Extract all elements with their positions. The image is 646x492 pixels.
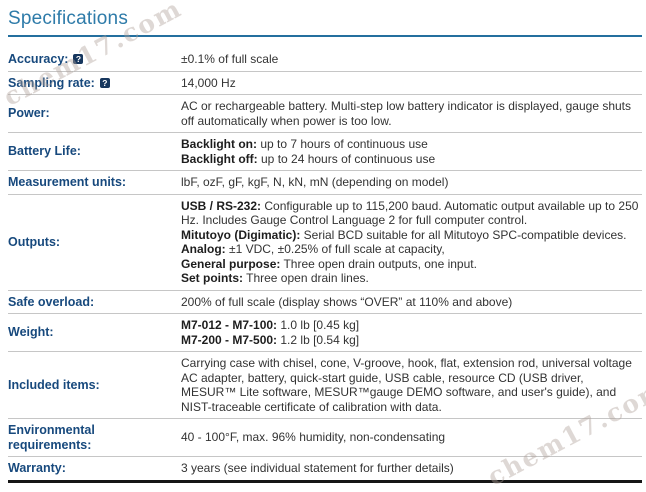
- spec-value: ±0.1% of full scale: [170, 48, 642, 71]
- spec-value: 200% of full scale (display shows “OVER”…: [170, 290, 642, 314]
- spec-label: Measurement units:: [8, 171, 170, 195]
- spec-label-text: Accuracy:: [8, 52, 69, 66]
- spec-value-line: 40 - 100°F, max. 96% humidity, non-conde…: [181, 430, 642, 445]
- spec-value-text: ±0.1% of full scale: [181, 52, 279, 66]
- spec-table-body: Accuracy:? ±0.1% of full scale Sampling ra…: [8, 48, 642, 481]
- heading-rule: [8, 35, 642, 37]
- spec-value-line: Backlight off: up to 24 hours of continu…: [181, 152, 642, 167]
- spec-value-text: ±1 VDC, ±0.25% of full scale at capacity…: [225, 242, 445, 256]
- spec-value-text: 3 years (see individual statement for fu…: [181, 461, 454, 475]
- spec-value-bold: USB / RS-232:: [181, 198, 262, 213]
- spec-value-line: Set points: Three open drain lines.: [181, 271, 642, 286]
- spec-value: Carrying case with chisel, cone, V-groov…: [170, 352, 642, 419]
- spec-value: USB / RS-232: Configurable up to 115,200…: [170, 194, 642, 290]
- spec-label-text: Outputs:: [8, 234, 61, 249]
- spec-value-line: lbF, ozF, gF, kgF, N, kN, mN (depending …: [181, 175, 642, 190]
- spec-label-text: Environmental requirements:: [8, 423, 95, 452]
- spec-label: Power:: [8, 95, 170, 133]
- spec-value-line: Backlight on: up to 7 hours of continuou…: [181, 137, 642, 152]
- spec-row: Sampling rate:? 14,000 Hz: [8, 71, 642, 95]
- spec-row: Outputs: USB / RS-232: Configurable up to…: [8, 194, 642, 290]
- spec-value-text: Serial BCD suitable for all Mitutoyo SPC…: [300, 227, 627, 242]
- spec-label: Battery Life:: [8, 133, 170, 171]
- spec-value-line: 3 years (see individual statement for fu…: [181, 461, 642, 476]
- spec-label-text: Power:: [8, 106, 50, 121]
- spec-value-line: M7-200 - M7-500: 1.2 lb [0.54 kg]: [181, 333, 642, 348]
- spec-value-text: up to 7 hours of continuous use: [257, 137, 428, 151]
- spec-value-bold: Backlight on:: [181, 137, 258, 151]
- spec-value-bold: M7-200 - M7-500:: [181, 332, 278, 347]
- spec-value: 14,000 Hz: [170, 71, 642, 95]
- help-icon[interactable]: ?: [99, 77, 110, 88]
- spec-label-text: Weight:: [8, 325, 54, 340]
- spec-value: 3 years (see individual statement for fu…: [170, 457, 642, 482]
- spec-value-bold: M7-012 - M7-100:: [181, 318, 278, 332]
- spec-value-text: up to 24 hours of continuous use: [257, 151, 436, 166]
- spec-row: Environmental requirements: 40 - 100°F, m…: [8, 419, 642, 457]
- page-title: Specifications: [8, 8, 129, 29]
- spec-label: Warranty:: [8, 457, 170, 482]
- spec-row: Safe overload: 200% of full scale (displa…: [8, 290, 642, 314]
- spec-value-line: M7-012 - M7-100: 1.0 lb [0.45 kg]: [181, 318, 642, 333]
- spec-value-line: 200% of full scale (display shows “OVER”…: [181, 295, 642, 310]
- spec-value-bold: Backlight off:: [181, 151, 258, 166]
- spec-value-line: ±0.1% of full scale: [181, 52, 642, 67]
- spec-row: Battery Life: Backlight on: up to 7 hours…: [8, 133, 642, 171]
- spec-label: Outputs:: [8, 194, 170, 290]
- spec-value-text: 14,000 Hz: [181, 75, 236, 90]
- spec-value-bold: Set points:: [181, 271, 243, 285]
- spec-value-line: Mitutoyo (Digimatic): Serial BCD suitabl…: [181, 228, 642, 243]
- spec-value: lbF, ozF, gF, kgF, N, kN, mN (depending …: [170, 171, 642, 195]
- spec-label: Accuracy:?: [8, 48, 170, 71]
- spec-value: Backlight on: up to 7 hours of continuou…: [170, 133, 642, 171]
- spec-label: Safe overload:: [8, 290, 170, 314]
- spec-value-bold: Analog:: [181, 242, 226, 256]
- spec-label-text: Safe overload:: [8, 294, 95, 309]
- spec-row: Accuracy:? ±0.1% of full scale: [8, 48, 642, 71]
- spec-label: Weight:: [8, 314, 170, 352]
- spec-value-line: USB / RS-232: Configurable up to 115,200…: [181, 199, 642, 228]
- spec-row: Power: AC or rechargeable battery. Multi-…: [8, 95, 642, 133]
- spec-row: Warranty: 3 years (see individual stateme…: [8, 457, 642, 482]
- spec-value-line: Analog: ±1 VDC, ±0.25% of full scale at …: [181, 242, 642, 257]
- spec-value-line: 14,000 Hz: [181, 76, 642, 91]
- help-icon[interactable]: ?: [73, 54, 84, 64]
- spec-value-line: Carrying case with chisel, cone, V-groov…: [181, 356, 642, 414]
- spec-value-text: Configurable up to 115,200 baud. Automat…: [181, 198, 639, 228]
- spec-value-text: Three open drain lines.: [243, 271, 369, 285]
- spec-row: Measurement units: lbF, ozF, gF, kgF, N, …: [8, 171, 642, 195]
- spec-value-text: Carrying case with chisel, cone, V-groov…: [181, 356, 632, 414]
- spec-value-line: General purpose: Three open drain output…: [181, 257, 642, 272]
- spec-label-text: Battery Life:: [8, 144, 81, 159]
- spec-value-text: Three open drain outputs, one input.: [280, 256, 477, 271]
- spec-label: Environmental requirements:: [8, 419, 170, 457]
- spec-value-text: lbF, ozF, gF, kgF, N, kN, mN (depending …: [181, 175, 449, 189]
- spec-value-text: 1.0 lb [0.45 kg]: [277, 318, 360, 332]
- spec-label-text: Measurement units:: [8, 175, 127, 189]
- spec-value: M7-012 - M7-100: 1.0 lb [0.45 kg] M7-200 …: [170, 314, 642, 352]
- spec-value-text: 200% of full scale (display shows “OVER”…: [181, 294, 513, 309]
- spec-row: Weight: M7-012 - M7-100: 1.0 lb [0.45 kg]…: [8, 314, 642, 352]
- spec-label: Included items:: [8, 352, 170, 419]
- spec-value-text: AC or rechargeable battery. Multi-step l…: [181, 99, 632, 128]
- spec-value-bold: Mitutoyo (Digimatic):: [181, 227, 301, 242]
- spec-row: Included items: Carrying case with chisel…: [8, 352, 642, 419]
- specifications-table: Accuracy:? ±0.1% of full scale Sampling ra…: [8, 48, 642, 483]
- spec-value-line: AC or rechargeable battery. Multi-step l…: [181, 99, 642, 128]
- spec-label-text: Warranty:: [8, 461, 66, 475]
- spec-value-bold: General purpose:: [181, 256, 281, 271]
- spec-label-text: Sampling rate:: [8, 75, 95, 90]
- spec-label-text: Included items:: [8, 377, 100, 392]
- spec-value-text: 1.2 lb [0.54 kg]: [277, 332, 360, 347]
- spec-value: AC or rechargeable battery. Multi-step l…: [170, 95, 642, 133]
- spec-value-text: 40 - 100°F, max. 96% humidity, non-conde…: [181, 430, 446, 445]
- spec-value: 40 - 100°F, max. 96% humidity, non-conde…: [170, 419, 642, 457]
- spec-label: Sampling rate:?: [8, 71, 170, 95]
- specifications-page: Specifications Accuracy:? ±0.1% of full s…: [8, 6, 642, 483]
